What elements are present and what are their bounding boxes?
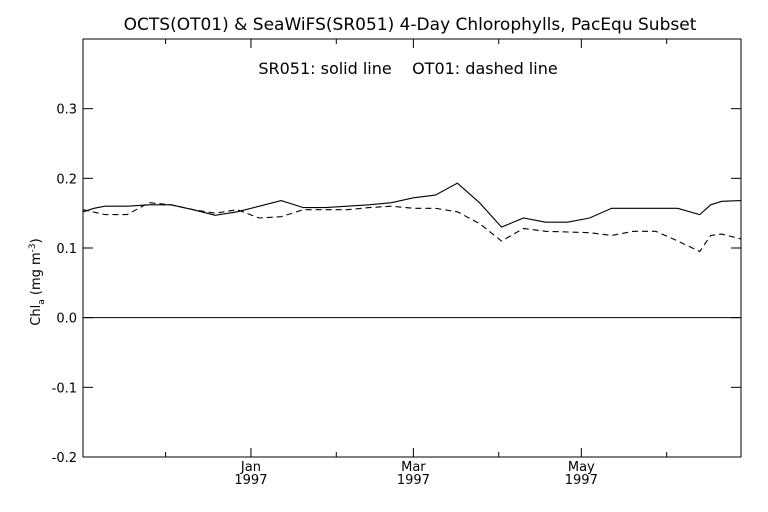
y-axis: -0.2 -0.1 0.0 0.1 0.2 0.3	[52, 103, 741, 466]
y-tick-label: -0.1	[52, 381, 77, 396]
series-line-sr051	[82, 182, 742, 228]
y-tick-label: 0.1	[56, 242, 77, 257]
y-axis-label-close: )	[29, 238, 44, 243]
y-axis-label-unit: (mg m	[29, 252, 44, 299]
plot-frame	[82, 38, 742, 458]
x-tick-label-year: 1997	[565, 473, 598, 488]
chart-title: OCTS(OT01) & SeaWiFS(SR051) 4-Day Chloro…	[124, 15, 697, 35]
series-line-ot01	[82, 202, 742, 253]
y-axis-label: Chla (mg m-3)	[28, 238, 47, 325]
x-tick-label-month: Jan	[240, 460, 261, 475]
x-tick-label-year: 1997	[234, 473, 267, 488]
x-tick-label-month: May	[568, 460, 595, 475]
y-tick-label: 0.2	[56, 172, 77, 187]
x-tick-label-year: 1997	[397, 473, 430, 488]
y-axis-label-exponent: -3	[28, 243, 38, 252]
y-axis-label-subscript: a	[37, 299, 47, 305]
y-tick-label: -0.2	[52, 451, 77, 466]
y-tick-label: 0.3	[56, 103, 77, 118]
x-tick-label-month: Mar	[401, 460, 426, 475]
series-group	[82, 182, 742, 253]
legend-annotation: SR051: solid line OT01: dashed line	[258, 59, 557, 78]
y-axis-label-main: Chl	[29, 305, 44, 326]
y-tick-label: 0.0	[56, 312, 77, 327]
